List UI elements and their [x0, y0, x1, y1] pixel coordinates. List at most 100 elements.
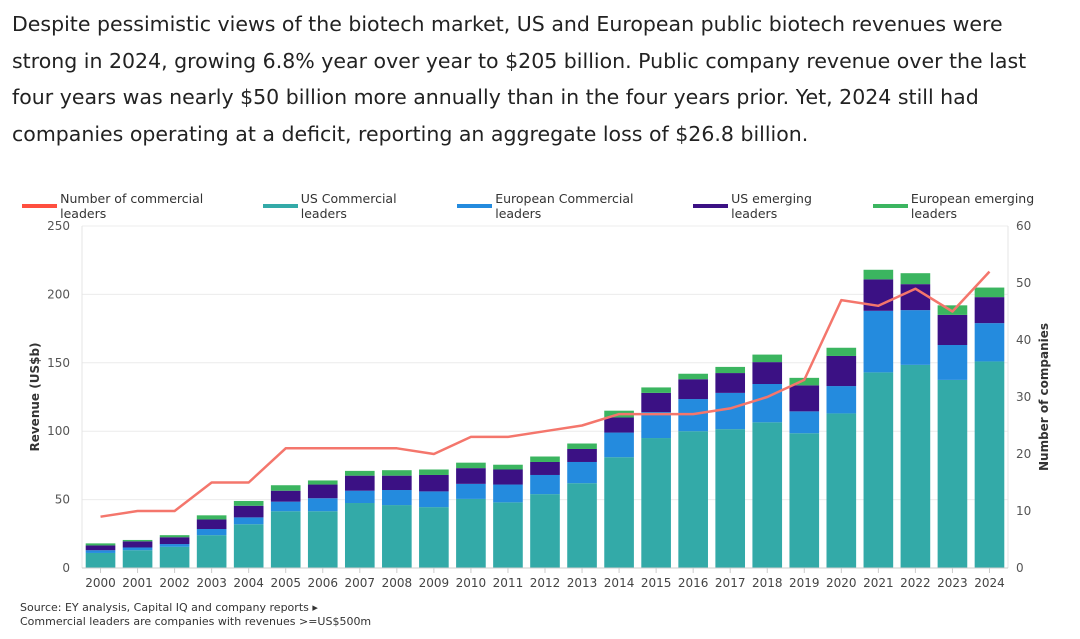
- bar-segment: [493, 484, 523, 503]
- legend-label: Number of commercial leaders: [60, 191, 204, 221]
- bar-segment: [752, 384, 783, 423]
- bar-segment: [937, 314, 968, 346]
- bar-segment: [456, 498, 486, 568]
- bar-segment: [85, 543, 116, 546]
- x-tick-label: 2020: [826, 576, 857, 590]
- intro-paragraph: Despite pessimistic views of the biotech…: [12, 12, 1027, 146]
- bar-segment: [159, 537, 190, 545]
- bar-segment: [567, 448, 597, 462]
- bar-segment: [196, 515, 227, 520]
- bar-segment: [159, 535, 190, 538]
- bar-segment: [752, 422, 783, 568]
- legend-label: US emerging leaders: [731, 191, 812, 221]
- bar-segment: [974, 287, 1005, 298]
- legend-label: US Commercial leaders: [300, 191, 397, 221]
- bar-segment: [85, 552, 116, 568]
- bar-segment: [789, 385, 820, 412]
- bar-segment: [863, 269, 894, 280]
- bar-segment: [344, 475, 375, 491]
- bar-segment: [270, 485, 301, 491]
- bar-segment: [307, 484, 338, 499]
- bar-segment: [863, 372, 894, 568]
- bar-segment: [233, 505, 264, 518]
- bar-segment: [233, 517, 264, 525]
- bar-segment: [826, 347, 857, 356]
- bar-segment: [493, 469, 523, 485]
- bar-segment: [863, 310, 894, 373]
- y-tick-label: 0: [62, 561, 70, 575]
- bar-segment: [159, 544, 190, 547]
- bar-segment: [567, 461, 597, 484]
- bar-segment: [604, 417, 634, 433]
- bar-segment: [752, 354, 783, 363]
- x-tick-label: 2002: [159, 576, 190, 590]
- legend-item-line: Number of commercial leaders: [22, 191, 249, 221]
- bar-segment: [419, 474, 449, 492]
- legend-item-eu-emerging: European emerging leaders: [872, 191, 1080, 221]
- bar-segment: [307, 511, 338, 568]
- bar-segment: [344, 490, 375, 504]
- bar-segment: [530, 474, 560, 495]
- x-tick-label: 2016: [678, 576, 709, 590]
- legend-item-us-emerging: US emerging leaders: [692, 191, 859, 221]
- bar-segment: [344, 503, 375, 568]
- bar-segment: [900, 364, 931, 568]
- bar-segment: [567, 483, 597, 568]
- bar-segment: [641, 387, 671, 393]
- legend-swatch: [872, 204, 908, 208]
- x-tick-label: 2005: [270, 576, 301, 590]
- y-axis-label: Revenue (US$b): [28, 342, 42, 451]
- bar-segment: [270, 511, 301, 568]
- bar-segment: [122, 541, 153, 548]
- bar-segment: [752, 362, 783, 385]
- bar-segment: [678, 379, 708, 400]
- x-tick-label: 2003: [196, 576, 227, 590]
- bar-segment: [937, 345, 968, 380]
- legend-item-us-commercial: US Commercial leaders: [262, 191, 443, 221]
- bar-segment: [715, 429, 746, 568]
- bar-segment: [974, 361, 1005, 568]
- y-tick-label: 250: [47, 219, 70, 233]
- x-tick-label: 2006: [307, 576, 338, 590]
- x-tick-label: 2015: [641, 576, 672, 590]
- bar-segment: [530, 494, 560, 568]
- bar-segment: [122, 550, 153, 568]
- footnote: Commercial leaders are companies with re…: [20, 615, 372, 628]
- bar-segment: [456, 483, 486, 499]
- x-tick-label: 2008: [382, 576, 413, 590]
- bar-segment: [493, 464, 523, 470]
- bar-segment: [641, 412, 671, 439]
- bar-segment: [826, 413, 857, 568]
- bar-segment: [789, 433, 820, 568]
- y-tick-label: 150: [47, 356, 70, 370]
- y2-tick-label: 50: [1016, 276, 1031, 290]
- bar-segment: [196, 529, 227, 536]
- x-tick-label: 2017: [715, 576, 746, 590]
- bar-segment: [85, 550, 116, 553]
- x-tick-label: 2010: [456, 576, 487, 590]
- bar-segment: [826, 355, 857, 387]
- bar-segment: [900, 273, 931, 285]
- bar-segment: [419, 469, 449, 475]
- y-tick-label: 100: [47, 424, 70, 438]
- bar-segment: [122, 539, 153, 542]
- bar-segment: [196, 519, 227, 530]
- y2-tick-label: 60: [1016, 219, 1031, 233]
- x-tick-label: 2021: [863, 576, 894, 590]
- x-tick-label: 2001: [122, 576, 153, 590]
- bar-segment: [270, 501, 301, 512]
- x-tick-label: 2014: [604, 576, 635, 590]
- x-tick-label: 2011: [493, 576, 524, 590]
- legend-label: European Commercial leaders: [495, 191, 634, 221]
- bar-segment: [974, 323, 1005, 362]
- bar-segment: [789, 377, 820, 386]
- bar-segment: [974, 297, 1005, 324]
- x-tick-label: 2023: [937, 576, 968, 590]
- bar-segment: [270, 490, 301, 502]
- bar-segment: [344, 470, 375, 476]
- y2-axis-label: Number of companies: [1037, 323, 1051, 471]
- bar-segment: [382, 490, 412, 506]
- legend-swatch: [22, 204, 58, 208]
- bar-segment: [456, 468, 486, 484]
- bar-segment: [122, 547, 153, 551]
